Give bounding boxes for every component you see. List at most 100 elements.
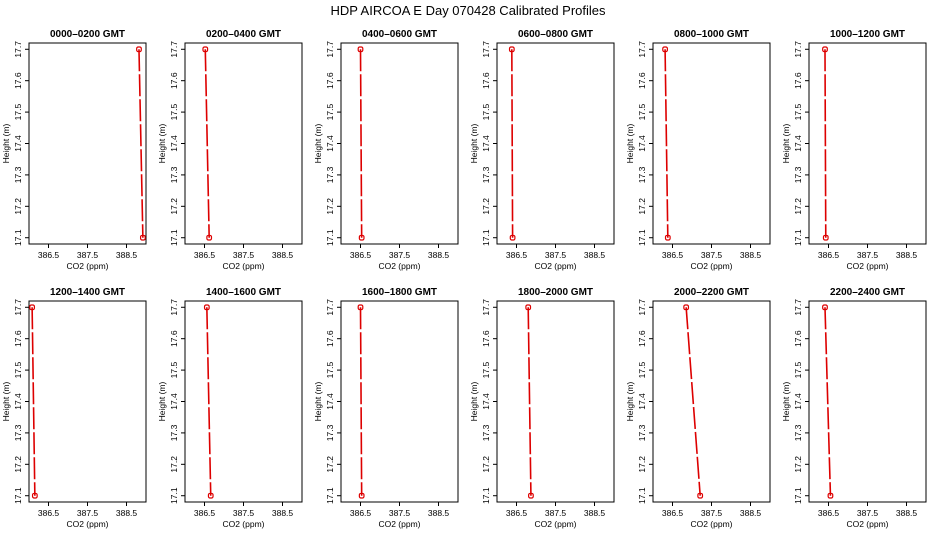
y-tick-label: 17.4 — [13, 135, 23, 152]
y-tick-label: 17.1 — [13, 229, 23, 246]
profile-point — [822, 46, 828, 53]
panel-title: 1200–1400 GMT — [50, 287, 125, 298]
y-axis-label: Height (m) — [781, 124, 791, 164]
x-axis-label: CO2 (ppm) — [378, 261, 420, 271]
profile-line — [664, 49, 669, 238]
y-tick-label: 17.7 — [325, 299, 335, 316]
y-tick-label: 17.3 — [13, 166, 23, 183]
y-tick-label: 17.2 — [13, 456, 23, 473]
panel-5: 1000–1200 GMT 386.5 387.5 388.5 17.1 17.2 17.3… — [781, 29, 927, 271]
x-tick-label: 386.5 — [350, 250, 372, 260]
y-tick-label: 17.7 — [169, 41, 179, 58]
y-tick-label: 17.3 — [481, 424, 491, 441]
panel-0: 0000–0200 GMT 386.5 387.5 388.5 17.1 17.2 17.3… — [1, 29, 147, 271]
y-tick-label: 17.3 — [325, 166, 335, 183]
x-tick-label: 388.5 — [272, 508, 294, 518]
y-tick-label: 17.5 — [169, 104, 179, 121]
y-tick-label: 17.1 — [793, 487, 803, 504]
plot-frame — [652, 300, 771, 503]
y-axis-label: Height (m) — [157, 382, 167, 422]
y-tick-label: 17.6 — [481, 330, 491, 347]
y-axis-label: Height (m) — [781, 382, 791, 422]
x-axis-label: CO2 (ppm) — [222, 261, 264, 271]
y-axis-label: Height (m) — [313, 124, 323, 164]
x-axis-label: CO2 (ppm) — [222, 519, 264, 529]
y-tick-label: 17.2 — [481, 456, 491, 473]
x-tick-label: 387.5 — [701, 508, 723, 518]
profile-line — [359, 49, 363, 238]
profile-line — [138, 49, 144, 238]
profile-point — [136, 46, 142, 53]
x-tick-label: 388.5 — [428, 250, 450, 260]
x-tick-label: 387.5 — [233, 508, 255, 518]
x-tick-label: 388.5 — [740, 508, 762, 518]
profile-point — [697, 492, 704, 499]
profile-point — [202, 46, 209, 53]
panel-title: 0400–0600 GMT — [362, 29, 437, 40]
y-tick-label: 17.5 — [793, 362, 803, 379]
x-axis-label: CO2 (ppm) — [66, 519, 108, 529]
y-tick-label: 17.4 — [325, 135, 335, 152]
profile-point — [357, 46, 364, 53]
x-tick-label: 387.5 — [857, 250, 879, 260]
x-axis-label: CO2 (ppm) — [690, 519, 732, 529]
profile-line — [31, 307, 36, 496]
panel-11: 2200–2400 GMT 386.5 387.5 388.5 17.1 17.2 17.3… — [781, 287, 927, 529]
x-tick-label: 387.5 — [389, 508, 411, 518]
y-tick-label: 17.7 — [793, 299, 803, 316]
y-tick-label: 17.3 — [481, 166, 491, 183]
y-tick-label: 17.5 — [637, 104, 647, 121]
plot-frame — [808, 42, 927, 245]
x-tick-label: 386.5 — [506, 250, 528, 260]
panel-8: 1600–1800 GMT 386.5 387.5 388.5 17.1 17.2 17.3… — [313, 287, 459, 529]
profile-point — [822, 234, 829, 241]
x-tick-label: 388.5 — [116, 250, 138, 260]
panel-10: 2000–2200 GMT 386.5 387.5 388.5 17.1 17.2 17.3… — [625, 287, 771, 529]
y-tick-label: 17.2 — [13, 198, 23, 215]
profile-line — [511, 49, 514, 238]
y-tick-label: 17.3 — [169, 424, 179, 441]
x-tick-label: 388.5 — [428, 508, 450, 518]
profile-line — [824, 49, 827, 238]
x-tick-label: 388.5 — [896, 250, 918, 260]
y-tick-label: 17.4 — [481, 393, 491, 410]
y-tick-label: 17.1 — [481, 487, 491, 504]
panel-2: 0400–0600 GMT 386.5 387.5 388.5 17.1 17.2 17.3… — [313, 29, 459, 271]
x-tick-label: 386.5 — [662, 508, 684, 518]
y-tick-label: 17.1 — [325, 487, 335, 504]
y-tick-label: 17.6 — [13, 330, 23, 347]
y-axis-label: Height (m) — [625, 124, 635, 164]
x-tick-label: 386.5 — [506, 508, 528, 518]
panel-title: 0000–0200 GMT — [50, 29, 125, 40]
y-tick-label: 17.5 — [13, 104, 23, 121]
profile-point — [822, 304, 828, 311]
panel-title: 0800–1000 GMT — [674, 29, 749, 40]
y-tick-label: 17.4 — [793, 393, 803, 410]
y-tick-label: 17.6 — [169, 72, 179, 89]
y-tick-label: 17.3 — [793, 424, 803, 441]
plot-frame — [496, 42, 615, 245]
y-tick-label: 17.2 — [325, 198, 335, 215]
profile-point — [528, 492, 534, 499]
y-tick-label: 17.3 — [637, 424, 647, 441]
profile-point — [509, 234, 516, 241]
panel-7: 1400–1600 GMT 386.5 387.5 388.5 17.1 17.2 17.3… — [157, 287, 303, 529]
y-tick-label: 17.1 — [169, 487, 179, 504]
x-tick-label: 388.5 — [896, 508, 918, 518]
y-axis-label: Height (m) — [469, 124, 479, 164]
panel-title: 2000–2200 GMT — [674, 287, 749, 298]
y-tick-label: 17.6 — [637, 72, 647, 89]
profile-point — [525, 304, 532, 311]
x-tick-label: 386.5 — [818, 250, 840, 260]
plot-frame — [496, 300, 615, 503]
x-tick-label: 387.5 — [857, 508, 879, 518]
plot-frame — [340, 42, 459, 245]
y-tick-label: 17.2 — [169, 198, 179, 215]
y-tick-label: 17.6 — [637, 330, 647, 347]
x-tick-label: 388.5 — [272, 250, 294, 260]
profile-point — [203, 304, 210, 311]
plot-frame — [184, 42, 303, 245]
x-tick-label: 387.5 — [701, 250, 723, 260]
y-tick-label: 17.5 — [481, 362, 491, 379]
y-tick-label: 17.4 — [13, 393, 23, 410]
